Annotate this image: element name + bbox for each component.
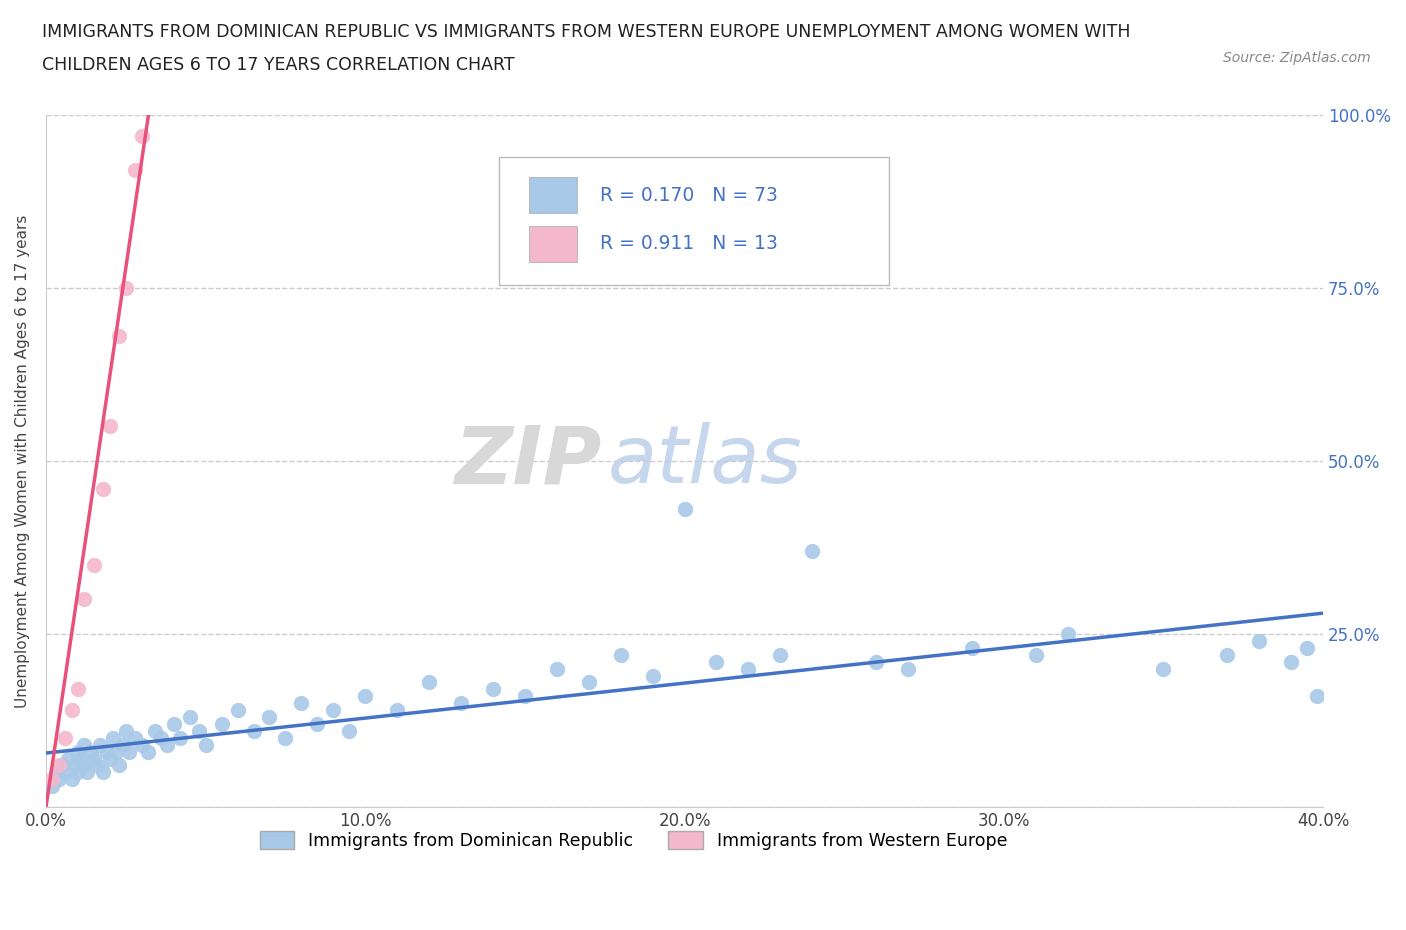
Point <box>66 682 89 697</box>
Point <box>51 758 73 773</box>
Text: Source: ZipAtlas.com: Source: ZipAtlas.com <box>1223 51 1371 65</box>
Point <box>226 703 249 718</box>
Point <box>83 751 105 766</box>
Point <box>111 737 134 752</box>
Point <box>673 502 696 517</box>
Text: R = 0.170   N = 73: R = 0.170 N = 73 <box>600 186 778 205</box>
Point <box>98 751 121 766</box>
Point <box>41 778 63 793</box>
Point <box>1296 641 1319 656</box>
Point <box>101 730 124 745</box>
Point <box>89 737 111 752</box>
Point <box>79 744 101 759</box>
Point <box>76 765 98 780</box>
Point <box>118 744 141 759</box>
Point <box>290 696 312 711</box>
Point <box>179 710 201 724</box>
Point <box>60 703 83 718</box>
Point <box>48 758 70 773</box>
Point <box>211 716 233 731</box>
Point <box>641 668 664 683</box>
Point <box>108 329 131 344</box>
Point <box>143 724 166 738</box>
Point <box>242 724 264 738</box>
Point <box>482 682 505 697</box>
Point <box>337 724 360 738</box>
Point <box>73 737 96 752</box>
Point <box>108 758 131 773</box>
Point <box>163 716 186 731</box>
Bar <box>529 178 578 213</box>
Point <box>1279 654 1302 669</box>
Point <box>1153 661 1175 676</box>
Text: ZIP: ZIP <box>454 422 602 500</box>
Point <box>578 675 600 690</box>
Point <box>897 661 920 676</box>
Point <box>41 772 63 787</box>
Point <box>93 481 115 496</box>
Point <box>1306 689 1329 704</box>
Point <box>58 751 80 766</box>
Point <box>66 744 89 759</box>
Point <box>769 647 792 662</box>
Point <box>60 772 83 787</box>
FancyBboxPatch shape <box>499 156 889 285</box>
Point <box>114 281 136 296</box>
Text: atlas: atlas <box>607 422 803 500</box>
Point <box>960 641 983 656</box>
Point <box>156 737 179 752</box>
Point <box>83 557 105 572</box>
Point <box>66 765 89 780</box>
Point <box>149 730 172 745</box>
Text: IMMIGRANTS FROM DOMINICAN REPUBLIC VS IMMIGRANTS FROM WESTERN EUROPE UNEMPLOYMEN: IMMIGRANTS FROM DOMINICAN REPUBLIC VS IM… <box>42 23 1130 41</box>
Point <box>96 744 118 759</box>
Point <box>131 128 153 143</box>
Point <box>706 654 728 669</box>
Point <box>274 730 297 745</box>
Point <box>801 543 824 558</box>
Point <box>131 737 153 752</box>
Point <box>322 703 344 718</box>
Point <box>1025 647 1047 662</box>
Point <box>513 689 536 704</box>
Point <box>45 765 67 780</box>
Point <box>546 661 568 676</box>
Point <box>136 744 159 759</box>
Point <box>63 758 86 773</box>
Point <box>188 724 211 738</box>
Point <box>73 592 96 607</box>
Point <box>86 758 108 773</box>
Point <box>450 696 472 711</box>
Point <box>124 730 146 745</box>
Point <box>609 647 631 662</box>
Point <box>1056 627 1078 642</box>
Text: CHILDREN AGES 6 TO 17 YEARS CORRELATION CHART: CHILDREN AGES 6 TO 17 YEARS CORRELATION … <box>42 56 515 73</box>
Point <box>48 772 70 787</box>
Point <box>737 661 759 676</box>
Bar <box>529 226 578 261</box>
Point <box>105 744 128 759</box>
Point <box>194 737 217 752</box>
Text: R = 0.911   N = 13: R = 0.911 N = 13 <box>600 234 778 253</box>
Point <box>865 654 887 669</box>
Y-axis label: Unemployment Among Women with Children Ages 6 to 17 years: Unemployment Among Women with Children A… <box>15 214 30 708</box>
Point <box>418 675 440 690</box>
Legend: Immigrants from Dominican Republic, Immigrants from Western Europe: Immigrants from Dominican Republic, Immi… <box>253 825 1014 857</box>
Point <box>70 751 93 766</box>
Point <box>114 724 136 738</box>
Point <box>1216 647 1239 662</box>
Point <box>73 758 96 773</box>
Point <box>124 163 146 178</box>
Point <box>93 765 115 780</box>
Point <box>53 765 76 780</box>
Point <box>307 716 329 731</box>
Point <box>259 710 281 724</box>
Point <box>354 689 377 704</box>
Point <box>385 703 408 718</box>
Point <box>1249 633 1271 648</box>
Point <box>98 419 121 434</box>
Point <box>169 730 191 745</box>
Point <box>53 730 76 745</box>
